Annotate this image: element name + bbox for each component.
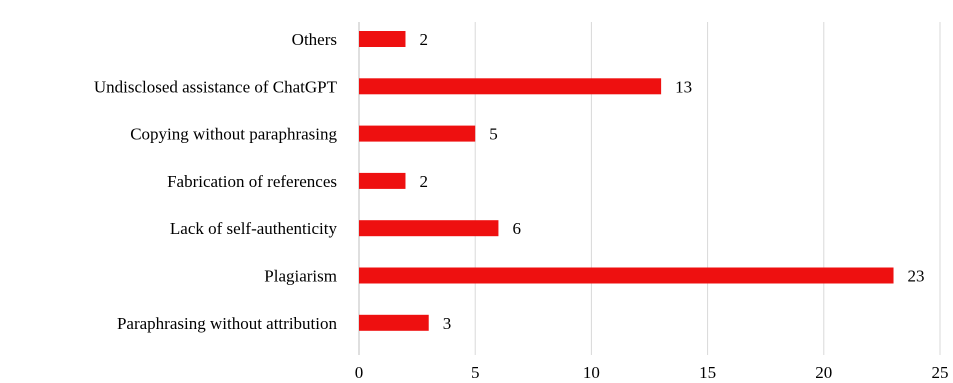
bars (359, 31, 894, 331)
category-label: Copying without paraphrasing (130, 125, 337, 144)
category-label: Undisclosed assistance of ChatGPT (94, 77, 338, 96)
category-label: Paraphrasing without attribution (117, 314, 338, 333)
value-label: 6 (512, 219, 521, 238)
x-tick-label: 25 (932, 363, 949, 382)
category-label: Lack of self-authenticity (170, 219, 338, 238)
category-labels: Others Undisclosed assistance of ChatGPT C… (94, 30, 338, 333)
x-tick-label: 20 (815, 363, 832, 382)
bar (359, 314, 429, 331)
bar (359, 172, 406, 189)
x-tick-label: 5 (471, 363, 480, 382)
value-label: 13 (675, 77, 692, 96)
grid-lines (358, 22, 941, 355)
bar (359, 31, 406, 47)
x-tick-label: 0 (355, 363, 364, 382)
category-label: Fabrication of references (167, 172, 337, 191)
value-label: 5 (489, 125, 498, 144)
x-tick-label: 10 (583, 363, 600, 382)
x-tick-label: 15 (699, 363, 716, 382)
value-label: 2 (419, 172, 428, 191)
bar (359, 78, 662, 95)
x-axis-tick-labels: 0 5 10 15 20 25 (355, 363, 949, 382)
bar (359, 267, 894, 284)
category-label: Others (292, 30, 337, 49)
value-label: 3 (443, 314, 452, 333)
value-label: 23 (908, 267, 925, 286)
category-label: Plagiarism (264, 267, 337, 286)
value-label: 2 (419, 30, 428, 49)
bar (359, 125, 476, 142)
bar (359, 220, 499, 237)
value-labels: 2 13 5 2 6 23 3 (419, 30, 924, 333)
